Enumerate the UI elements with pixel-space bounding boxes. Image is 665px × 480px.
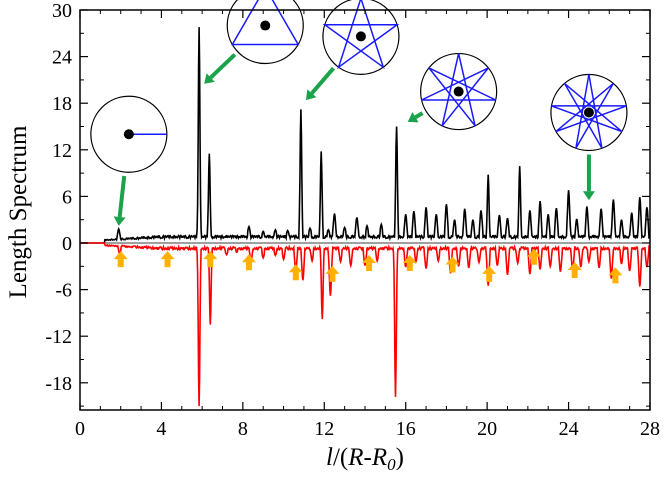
y-tick-label: -18 xyxy=(45,373,72,395)
peak-arrow-marker xyxy=(325,265,340,282)
pointer-head xyxy=(305,89,317,101)
orbit-center-dot xyxy=(583,107,594,118)
pointer-shaft xyxy=(117,175,127,218)
x-axis-title-r0: R xyxy=(371,444,387,471)
orbit-center-dot xyxy=(355,31,366,42)
pointer-head xyxy=(204,73,215,84)
peak-arrow-marker xyxy=(113,251,128,268)
orbit-path xyxy=(322,0,400,70)
peak-arrow-marker xyxy=(526,248,541,265)
peak-arrow-marker xyxy=(203,251,218,268)
y-tick-label: -6 xyxy=(55,280,72,302)
x-axis-title-dash: - xyxy=(364,444,372,471)
plot-area xyxy=(80,0,651,407)
x-axis-title-subscript: 0 xyxy=(387,455,396,474)
pointer-head xyxy=(582,191,595,201)
y-tick-label: 18 xyxy=(52,93,72,115)
orbit-inset-enneagram xyxy=(550,73,628,201)
x-tick-label: 0 xyxy=(75,418,85,440)
y-tick-label: 12 xyxy=(52,140,72,162)
orbit-inset-diameter xyxy=(90,95,168,226)
orbit-inset-heptagram xyxy=(407,52,498,131)
y-tick-label: 30 xyxy=(52,0,72,22)
peak-arrow-marker xyxy=(567,261,582,278)
orbit-path xyxy=(551,74,627,149)
peak-arrow-group xyxy=(113,248,623,284)
x-tick-label: 16 xyxy=(396,418,416,440)
peak-arrow-marker xyxy=(445,256,460,273)
x-axis-title-l: l xyxy=(326,444,333,471)
orbit-inset-pentagram xyxy=(305,0,400,101)
peak-arrow-marker xyxy=(608,267,623,284)
billiard-circle xyxy=(226,0,304,65)
peak-arrow-marker xyxy=(402,254,417,271)
x-tick-label: 28 xyxy=(640,418,660,440)
x-tick-label: 24 xyxy=(559,418,579,440)
series-line-red xyxy=(80,242,651,407)
pointer-shaft xyxy=(209,53,237,80)
orbit-path xyxy=(421,53,497,127)
axis-ticks: 0 4 8 12 16 20 24 28 -18 -12 -6 0 6 12 18 24 30 xyxy=(45,0,660,440)
pointer-head xyxy=(407,112,419,123)
peak-arrow-marker xyxy=(362,254,377,271)
orbit-center-dot xyxy=(123,129,134,140)
x-axis-title: l/(R-R0) xyxy=(326,444,404,474)
x-tick-label: 4 xyxy=(156,418,166,440)
pointer-shaft xyxy=(310,66,336,95)
x-axis-title-r: R xyxy=(347,444,363,471)
y-tick-label: 6 xyxy=(62,186,72,208)
x-axis-title-slash: /( xyxy=(333,444,348,471)
y-tick-label: 0 xyxy=(62,233,72,255)
orbit-center-dot xyxy=(260,20,271,31)
y-axis-title: Length Spectrum xyxy=(5,125,32,298)
pointer-shaft xyxy=(414,111,424,119)
series-line-black xyxy=(80,27,651,244)
peak-arrow-marker xyxy=(288,264,303,281)
peak-arrow-marker xyxy=(160,251,175,268)
x-tick-label: 8 xyxy=(238,418,248,440)
x-tick-label: 20 xyxy=(477,418,497,440)
y-tick-label: 24 xyxy=(52,47,72,69)
orbit-path xyxy=(230,0,300,46)
orbit-inset-triangle xyxy=(204,0,304,84)
y-tick-label: -12 xyxy=(45,326,72,348)
peak-arrow-marker xyxy=(482,265,497,282)
peak-arrow-marker xyxy=(241,254,256,271)
pointer-head xyxy=(113,216,126,226)
orbit-center-dot xyxy=(453,86,464,97)
x-axis-title-close: ) xyxy=(396,444,404,471)
x-tick-label: 12 xyxy=(314,418,334,440)
